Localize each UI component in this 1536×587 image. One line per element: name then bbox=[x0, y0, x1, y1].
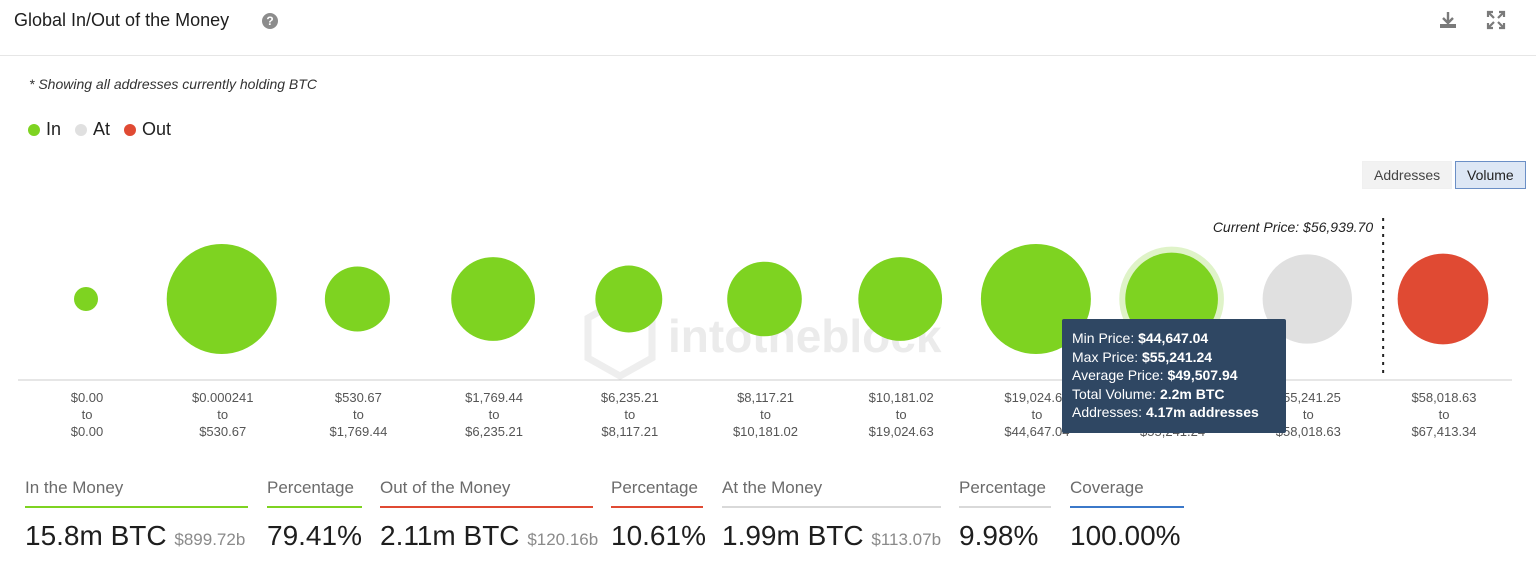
widget-title: Global In/Out of the Money bbox=[14, 10, 230, 30]
bin-to-label: $58,018.63 bbox=[1276, 424, 1341, 439]
stat-label: Coverage bbox=[1070, 478, 1184, 508]
bin-to-label: $0.00 bbox=[71, 424, 104, 439]
bin-to-word: to bbox=[624, 407, 635, 422]
bin-to-label: $44,647.04 bbox=[1004, 424, 1069, 439]
bin-to-word: to bbox=[489, 407, 500, 422]
bin-from-label: $0.000241 bbox=[192, 390, 253, 405]
stat-label: At the Money bbox=[722, 478, 941, 508]
stat-value: 10.61% bbox=[611, 520, 706, 551]
bin-from-label: $0.00 bbox=[71, 390, 104, 405]
bin-to-label: $10,181.02 bbox=[733, 424, 798, 439]
legend-dot-out bbox=[124, 123, 137, 136]
widget-header: Global In/Out of the Money ? bbox=[0, 0, 1536, 56]
chart-tooltip: Min Price: $44,647.04 Max Price: $55,241… bbox=[1062, 319, 1286, 433]
tooltip-row-addresses: Addresses: 4.17m addresses bbox=[1072, 404, 1259, 420]
bin-to-label: $6,235.21 bbox=[465, 424, 523, 439]
stat-label: In the Money bbox=[25, 478, 248, 508]
bin-to-word: to bbox=[217, 407, 228, 422]
bin-to-word: to bbox=[82, 407, 93, 422]
question-circle-icon[interactable]: ? bbox=[262, 13, 278, 29]
stat-at-the-money: At the Money 1.99m BTC $113.07b bbox=[722, 478, 941, 552]
bin-from-label: $55,241.25 bbox=[1276, 390, 1341, 405]
bin-to-label: $1,769.44 bbox=[329, 424, 387, 439]
addresses-toggle-button[interactable]: Addresses bbox=[1362, 161, 1453, 189]
legend-label-at: At bbox=[93, 119, 111, 139]
bin-from-label: $19,024.63 bbox=[1004, 390, 1069, 405]
bin-to-label: $67,413.34 bbox=[1411, 424, 1476, 439]
bubble-in bbox=[166, 244, 277, 354]
legend-item-in[interactable]: In bbox=[28, 119, 61, 140]
volume-toggle-button[interactable]: Volume bbox=[1455, 161, 1526, 189]
stat-at-percentage: Percentage 9.98% bbox=[959, 478, 1051, 552]
bin-to-word: to bbox=[1303, 407, 1314, 422]
bin-from-label: $6,235.21 bbox=[601, 390, 659, 405]
stat-value: 15.8m BTC $899.72b bbox=[25, 520, 246, 551]
expand-icon[interactable] bbox=[1485, 10, 1507, 32]
tooltip-row-volume: Total Volume: 2.2m BTC bbox=[1072, 385, 1225, 402]
current-price-label: Current Price: $56,939.70 bbox=[1213, 219, 1374, 235]
stat-out-percentage: Percentage 10.61% bbox=[611, 478, 706, 552]
bin-from-label: $530.67 bbox=[335, 390, 382, 405]
bubble-in bbox=[727, 261, 802, 337]
bin-to-label: $8,117.21 bbox=[601, 424, 658, 439]
summary-stats: In the Money 15.8m BTC $899.72b Percenta… bbox=[0, 478, 1536, 587]
stat-label: Percentage bbox=[611, 478, 703, 508]
tooltip-row-avg: Average Price: $49,507.94 bbox=[1072, 367, 1238, 383]
stat-value: 2.11m BTC $120.16b bbox=[380, 520, 599, 551]
legend-item-out[interactable]: Out bbox=[124, 119, 171, 140]
legend-dot-in bbox=[28, 123, 40, 136]
stat-label: Percentage bbox=[959, 478, 1051, 508]
stat-label: Out of the Money bbox=[380, 478, 593, 508]
bin-to-word: to bbox=[1439, 407, 1450, 422]
chart-subtitle: * Showing all addresses currently holdin… bbox=[29, 76, 317, 92]
bubble-out bbox=[1397, 253, 1489, 345]
bubble-in bbox=[324, 266, 390, 332]
bin-from-label: $8,117.21 bbox=[737, 390, 794, 405]
stat-label: Percentage bbox=[267, 478, 362, 508]
legend-label-in: In bbox=[46, 119, 62, 139]
legend-label-out: Out bbox=[142, 119, 172, 139]
bin-to-word: to bbox=[896, 407, 907, 422]
legend: In At Out bbox=[28, 119, 171, 140]
stat-value: 9.98% bbox=[959, 520, 1039, 551]
tooltip-row-max: Max Price: $55,241.24 bbox=[1072, 348, 1213, 365]
tooltip-row-min: Min Price: $44,647.04 bbox=[1072, 330, 1209, 346]
bin-to-label: $19,024.63 bbox=[869, 424, 934, 439]
stat-out-of-the-money: Out of the Money 2.11m BTC $120.16b bbox=[380, 478, 599, 552]
bubble-in bbox=[858, 257, 943, 341]
bin-from-label: $58,018.63 bbox=[1411, 390, 1476, 405]
bin-to-label: $530.67 bbox=[199, 424, 246, 439]
bin-to-word: to bbox=[1031, 407, 1042, 422]
bubble-in bbox=[595, 265, 663, 333]
legend-dot-at bbox=[75, 123, 88, 136]
legend-item-at[interactable]: At bbox=[75, 119, 110, 140]
stat-value: 1.99m BTC $113.07b bbox=[722, 520, 942, 551]
bin-to-word: to bbox=[353, 407, 364, 422]
bubble-in bbox=[74, 287, 98, 311]
stat-coverage: Coverage 100.00% bbox=[1070, 478, 1184, 552]
stat-value: 79.41% bbox=[267, 520, 362, 551]
stat-in-the-money: In the Money 15.8m BTC $899.72b bbox=[25, 478, 248, 552]
bin-from-label: $1,769.44 bbox=[465, 390, 523, 405]
stat-value: 100.00% bbox=[1070, 520, 1181, 551]
stat-in-percentage: Percentage 79.41% bbox=[267, 478, 362, 552]
bin-to-word: to bbox=[760, 407, 771, 422]
download-icon[interactable] bbox=[1437, 10, 1459, 32]
bin-from-label: $10,181.02 bbox=[869, 390, 934, 405]
bubble-in bbox=[451, 257, 535, 341]
